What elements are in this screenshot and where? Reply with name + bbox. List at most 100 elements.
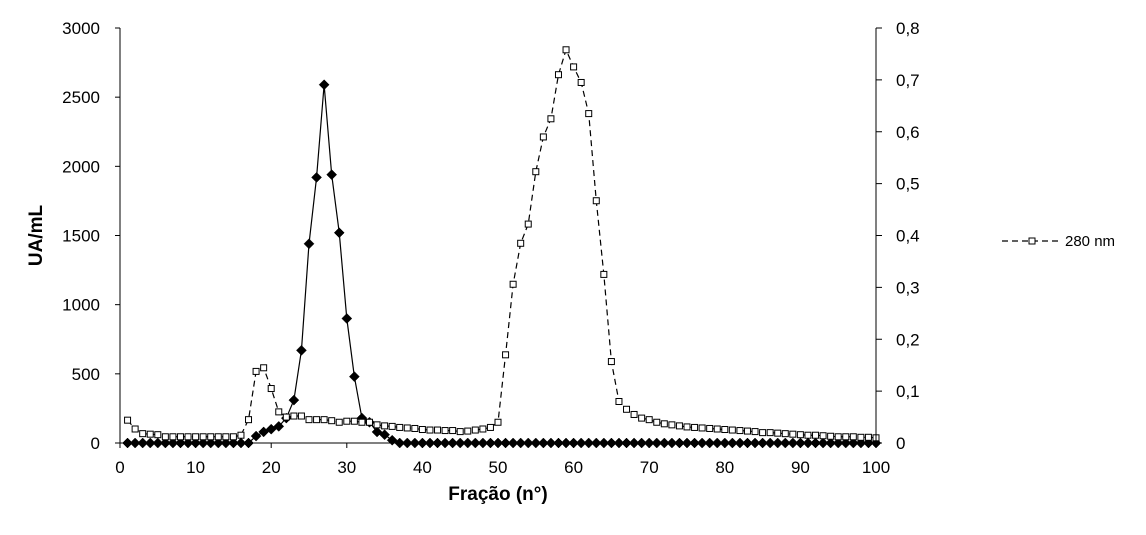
data-point-280nm [184,433,192,441]
data-point-280nm [396,423,404,431]
x-tick-label: 10 [186,458,205,477]
data-point-280nm [418,426,426,434]
data-point-280nm [313,416,321,424]
data-point-280nm [774,429,782,437]
data-point-280nm [449,427,457,435]
data-point-280nm [358,418,366,426]
data-point-280nm [252,367,260,375]
y-axis-title: UA/mL [26,205,47,267]
data-point-280nm [131,425,139,433]
y2-tick-label: 0,7 [896,71,920,90]
data-point-280nm [623,405,631,413]
data-point-280nm [275,408,283,416]
data-point-280nm [532,168,540,176]
y-tick-label: 0 [91,434,100,453]
legend: 280 nm [1002,233,1115,250]
series-line-0 [127,84,876,444]
data-point-280nm [282,413,290,421]
data-point-280nm [297,412,305,420]
data-point-280nm [607,358,615,366]
data-point-280nm [441,427,449,435]
data-point-280nm [827,432,835,440]
y-tick-label: 2500 [62,88,100,107]
data-point-280nm [320,416,328,424]
data-point-280nm [502,351,510,359]
y2-tick-label: 0,6 [896,123,920,142]
data-point-280nm [161,433,169,441]
data-point-280nm [691,423,699,431]
data-point-280nm [554,71,562,79]
data-point-280nm [479,425,487,433]
data-point-280nm [139,430,147,438]
data-point-280nm [245,416,253,424]
x-tick-label: 90 [791,458,810,477]
data-point-280nm [668,421,676,429]
data-point-280nm [169,433,177,441]
data-point-activity [273,421,285,432]
data-point-activity [379,429,390,441]
data-point-280nm [600,270,608,278]
data-point-280nm [411,424,419,432]
legend-marker-280nm [1028,237,1036,245]
data-point-activity [288,394,300,406]
data-point-280nm [524,220,532,228]
y2-tick-label: 0,3 [896,278,920,297]
data-point-activity [296,344,307,356]
data-point-280nm [290,412,298,420]
data-point-280nm [751,428,759,436]
x-axis-title: Fração (n°) [448,484,547,505]
data-point-280nm [199,433,207,441]
data-point-280nm [759,429,767,437]
data-point-280nm [638,414,646,422]
data-point-280nm [570,63,578,71]
data-point-activity [333,227,345,239]
y-tick-label: 3000 [62,19,100,38]
data-point-280nm [736,427,744,435]
data-point-280nm [509,280,517,288]
data-point-280nm [592,197,600,205]
data-point-280nm [660,420,668,428]
data-point-280nm [547,115,555,123]
data-point-280nm [207,433,215,441]
data-point-280nm [819,432,827,440]
x-tick-label: 50 [489,458,508,477]
x-tick-label: 60 [564,458,583,477]
data-point-280nm [630,410,638,418]
data-point-activity [250,430,262,442]
data-point-280nm [403,424,411,432]
data-point-activity [318,79,330,91]
y2-tick-label: 0,1 [896,382,920,401]
x-tick-label: 0 [115,458,124,477]
data-point-280nm [857,433,865,441]
x-tick-label: 30 [337,458,356,477]
data-point-activity [326,169,338,180]
x-tick-label: 20 [262,458,281,477]
data-point-280nm [229,433,237,441]
data-point-280nm [486,423,494,431]
data-point-activity [303,238,315,250]
y2-tick-label: 0,4 [896,227,920,246]
data-point-280nm [585,110,593,118]
data-point-280nm [706,424,714,432]
data-point-280nm [343,417,351,425]
data-point-280nm [335,418,343,426]
data-point-280nm [494,418,502,426]
data-point-280nm [237,431,245,439]
data-point-280nm [267,385,275,393]
y2-tick-label: 0 [896,434,905,453]
data-point-280nm [328,417,336,425]
data-point-280nm [388,422,396,430]
data-point-280nm [471,426,479,434]
data-point-280nm [517,239,525,247]
data-point-280nm [222,433,230,441]
data-point-280nm [812,431,820,439]
data-point-280nm [804,431,812,439]
x-tick-label: 100 [862,458,890,477]
y-tick-label: 1000 [62,296,100,315]
data-point-280nm [713,425,721,433]
y2-tick-label: 0,2 [896,330,920,349]
data-point-280nm [539,133,547,141]
data-point-280nm [350,417,358,425]
data-point-280nm [796,431,804,439]
